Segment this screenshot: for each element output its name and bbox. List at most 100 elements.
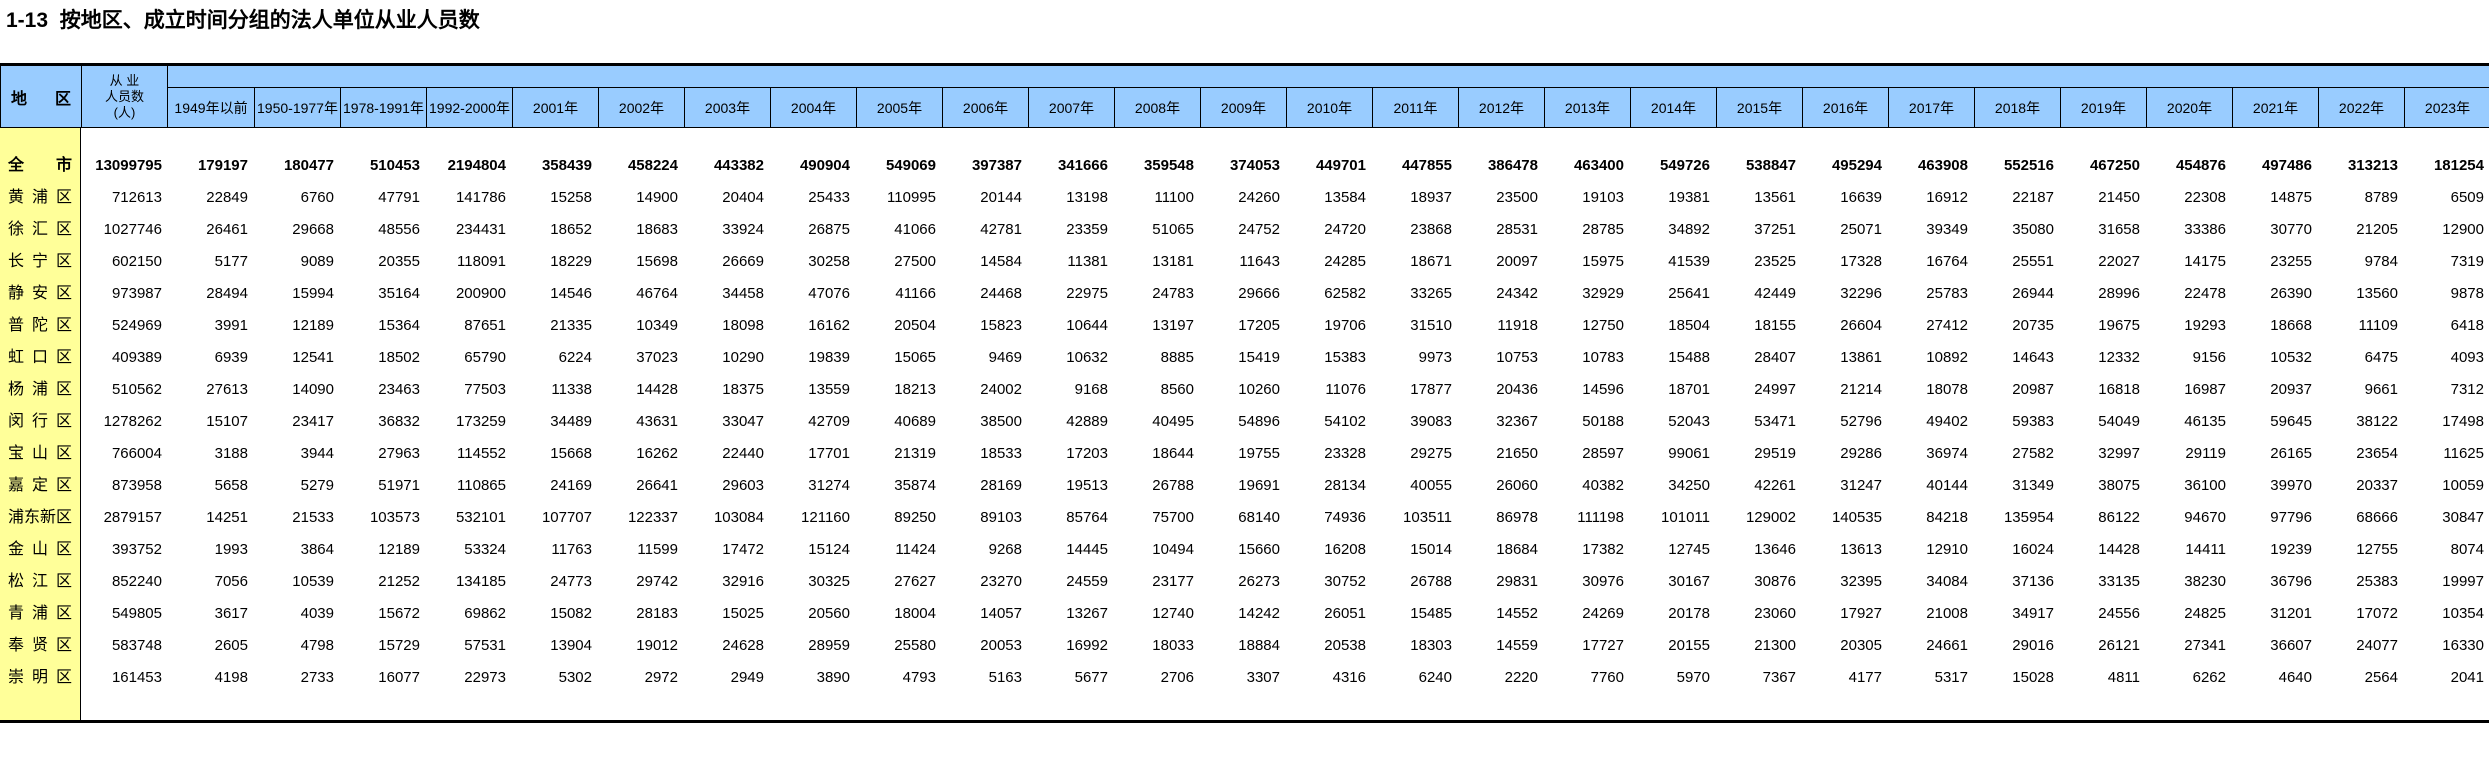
value-cell: 26461 xyxy=(206,221,248,238)
value-cell: 2706 xyxy=(1160,669,1194,686)
value-cell: 19103 xyxy=(1582,189,1624,206)
value-cell: 393752 xyxy=(111,541,162,558)
year-column-header: 1992-2000年 xyxy=(426,87,512,127)
value-cell: 30325 xyxy=(808,573,850,590)
region-column-header: 地区 xyxy=(1,66,82,127)
year-column-header: 2015年 xyxy=(1716,87,1802,127)
value-cell: 359548 xyxy=(1143,157,1194,174)
value-cell: 234431 xyxy=(455,221,506,238)
value-cell: 99061 xyxy=(1668,445,1710,462)
value-cell: 23654 xyxy=(2356,445,2398,462)
value-cell: 32929 xyxy=(1582,285,1624,302)
value-cell: 50188 xyxy=(1582,413,1624,430)
value-cell: 374053 xyxy=(1229,157,1280,174)
value-cell: 18098 xyxy=(722,317,764,334)
value-cell: 15124 xyxy=(808,541,850,558)
value-cell: 13584 xyxy=(1324,189,1366,206)
value-cell: 39970 xyxy=(2270,477,2312,494)
value-cell: 5317 xyxy=(1934,669,1968,686)
value-cell: 19706 xyxy=(1324,317,1366,334)
value-cell: 23255 xyxy=(2270,253,2312,270)
table-row: 852240 7056 10539 21252 134185 24773 29742 3291… xyxy=(81,566,2489,598)
value-cell: 26944 xyxy=(2012,285,2054,302)
value-cell: 20404 xyxy=(722,189,764,206)
value-cell: 8885 xyxy=(1160,349,1194,366)
value-cell: 15485 xyxy=(1410,605,1452,622)
value-cell: 161453 xyxy=(111,669,162,686)
value-cell: 24628 xyxy=(722,637,764,654)
value-cell: 19755 xyxy=(1238,445,1280,462)
value-cell: 15419 xyxy=(1238,349,1280,366)
value-cell: 11763 xyxy=(551,541,592,558)
year-column-header: 2023年 xyxy=(2404,87,2489,127)
value-cell: 28531 xyxy=(1496,221,1538,238)
region-name: 静安区 xyxy=(8,285,72,302)
value-cell: 31247 xyxy=(1840,477,1882,494)
value-cell: 32395 xyxy=(1840,573,1882,590)
value-cell: 28959 xyxy=(808,637,850,654)
value-cell: 18303 xyxy=(1410,637,1452,654)
value-cell: 13861 xyxy=(1840,349,1882,366)
value-cell: 852240 xyxy=(111,573,162,590)
value-cell: 16077 xyxy=(378,669,420,686)
region-name: 宝山区 xyxy=(8,445,72,462)
value-cell: 173259 xyxy=(455,413,506,430)
value-cell: 39083 xyxy=(1410,413,1452,430)
value-cell: 18504 xyxy=(1668,317,1710,334)
value-cell: 973987 xyxy=(111,285,162,302)
value-cell: 34489 xyxy=(550,413,592,430)
value-cell: 27412 xyxy=(1926,317,1968,334)
value-cell: 28597 xyxy=(1582,445,1624,462)
region-name: 崇明区 xyxy=(8,669,72,686)
value-cell: 14596 xyxy=(1582,381,1624,398)
value-cell: 28494 xyxy=(206,285,248,302)
value-cell: 122337 xyxy=(627,509,678,526)
region-name: 闵行区 xyxy=(8,413,72,430)
value-cell: 17203 xyxy=(1066,445,1108,462)
value-cell: 14242 xyxy=(1238,605,1280,622)
value-cell: 29286 xyxy=(1840,445,1882,462)
value-cell: 15698 xyxy=(636,253,678,270)
value-cell: 17472 xyxy=(722,541,764,558)
value-cell: 103084 xyxy=(713,509,764,526)
value-cell: 14175 xyxy=(2184,253,2226,270)
table-row: 583748 2605 4798 15729 57531 13904 19012 24628 2… xyxy=(81,630,2489,662)
value-cell: 23328 xyxy=(1324,445,1366,462)
value-cell: 20155 xyxy=(1668,637,1710,654)
value-cell: 25551 xyxy=(2012,253,2054,270)
value-cell: 39349 xyxy=(1926,221,1968,238)
value-cell: 13198 xyxy=(1066,189,1108,206)
value-cell: 29666 xyxy=(1238,285,1280,302)
value-cell: 10532 xyxy=(2270,349,2312,366)
value-cell: 21205 xyxy=(2356,221,2398,238)
value-cell: 36607 xyxy=(2270,637,2312,654)
value-cell: 12332 xyxy=(2098,349,2140,366)
value-cell: 15014 xyxy=(1410,541,1452,558)
value-cell: 463908 xyxy=(1917,157,1968,174)
value-cell: 14428 xyxy=(636,381,678,398)
value-cell: 15107 xyxy=(206,413,248,430)
value-cell: 28169 xyxy=(980,477,1022,494)
value-cell: 6240 xyxy=(1418,669,1452,686)
value-cell: 19839 xyxy=(808,349,850,366)
value-cell: 11076 xyxy=(1325,381,1366,398)
value-cell: 7312 xyxy=(2450,381,2484,398)
value-cell: 9089 xyxy=(300,253,334,270)
value-cell: 4039 xyxy=(300,605,334,622)
value-cell: 33265 xyxy=(1410,285,1452,302)
value-cell: 386478 xyxy=(1487,157,1538,174)
value-cell: 57531 xyxy=(464,637,506,654)
value-cell: 10354 xyxy=(2442,605,2484,622)
value-cell: 14900 xyxy=(636,189,678,206)
value-cell: 29742 xyxy=(636,573,678,590)
value-cell: 20735 xyxy=(2012,317,2054,334)
value-cell: 17927 xyxy=(1840,605,1882,622)
value-cell: 22308 xyxy=(2184,189,2226,206)
value-cell: 21300 xyxy=(1754,637,1796,654)
region-name: 虹口区 xyxy=(8,349,72,366)
value-cell: 9973 xyxy=(1418,349,1452,366)
value-cell: 23463 xyxy=(378,381,420,398)
region-name: 长宁区 xyxy=(8,253,72,270)
table-header: 地区 从 业 人员数 (人) 1949年以前 1950-1977年 1978-199… xyxy=(0,66,2489,128)
value-cell: 30752 xyxy=(1324,573,1366,590)
